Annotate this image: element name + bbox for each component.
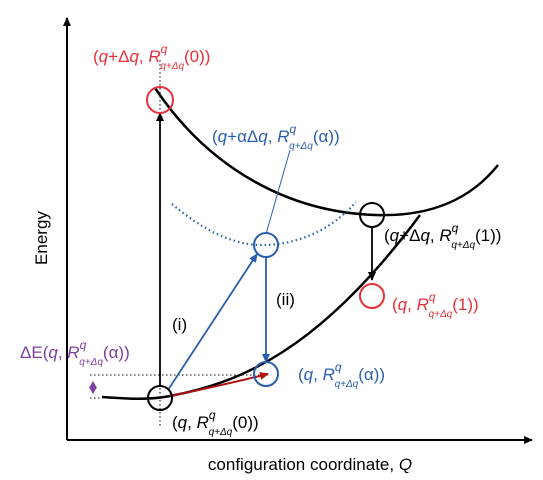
- label-step-i: (i): [172, 315, 187, 334]
- mid-label-leader-line: [265, 149, 291, 235]
- interpolated-dotted-curve: [171, 201, 357, 247]
- step-i-arrow: [167, 253, 258, 391]
- label-min-black: (q, Rq q+Δq(0)): [172, 408, 259, 438]
- point-circle-low-blue: [253, 361, 279, 387]
- point-circle-min-black: [147, 385, 173, 411]
- excited-state-curve: [153, 87, 499, 217]
- point-circle-right-black: [359, 202, 385, 228]
- label-mid-blue: (q+αΔq, Rq q+Δq(α)): [212, 122, 340, 152]
- relaxation-path-segment: [169, 371, 269, 397]
- label-step-ii: (ii): [276, 290, 295, 309]
- point-circle-mid-blue: [253, 232, 279, 258]
- point-circle-top-red: [146, 86, 174, 114]
- point-circle-right-red: [359, 283, 385, 309]
- label-delta-e: ΔE(q, Rq q+Δq(α)): [20, 338, 130, 368]
- y-axis-label: Energy: [32, 211, 51, 265]
- label-right-red: (q, Rq q+Δq(1)): [392, 290, 479, 320]
- label-right-black: (q+Δq, Rq q+Δq(1)): [384, 221, 501, 251]
- x-axis-label: configuration coordinate, Q: [208, 455, 412, 474]
- label-top-red: (q+Δq, Rq q+Δq(0)): [93, 42, 210, 72]
- label-low-blue: (q, Rq q+Δq(α)): [298, 360, 385, 390]
- ground-state-curve: [101, 214, 422, 400]
